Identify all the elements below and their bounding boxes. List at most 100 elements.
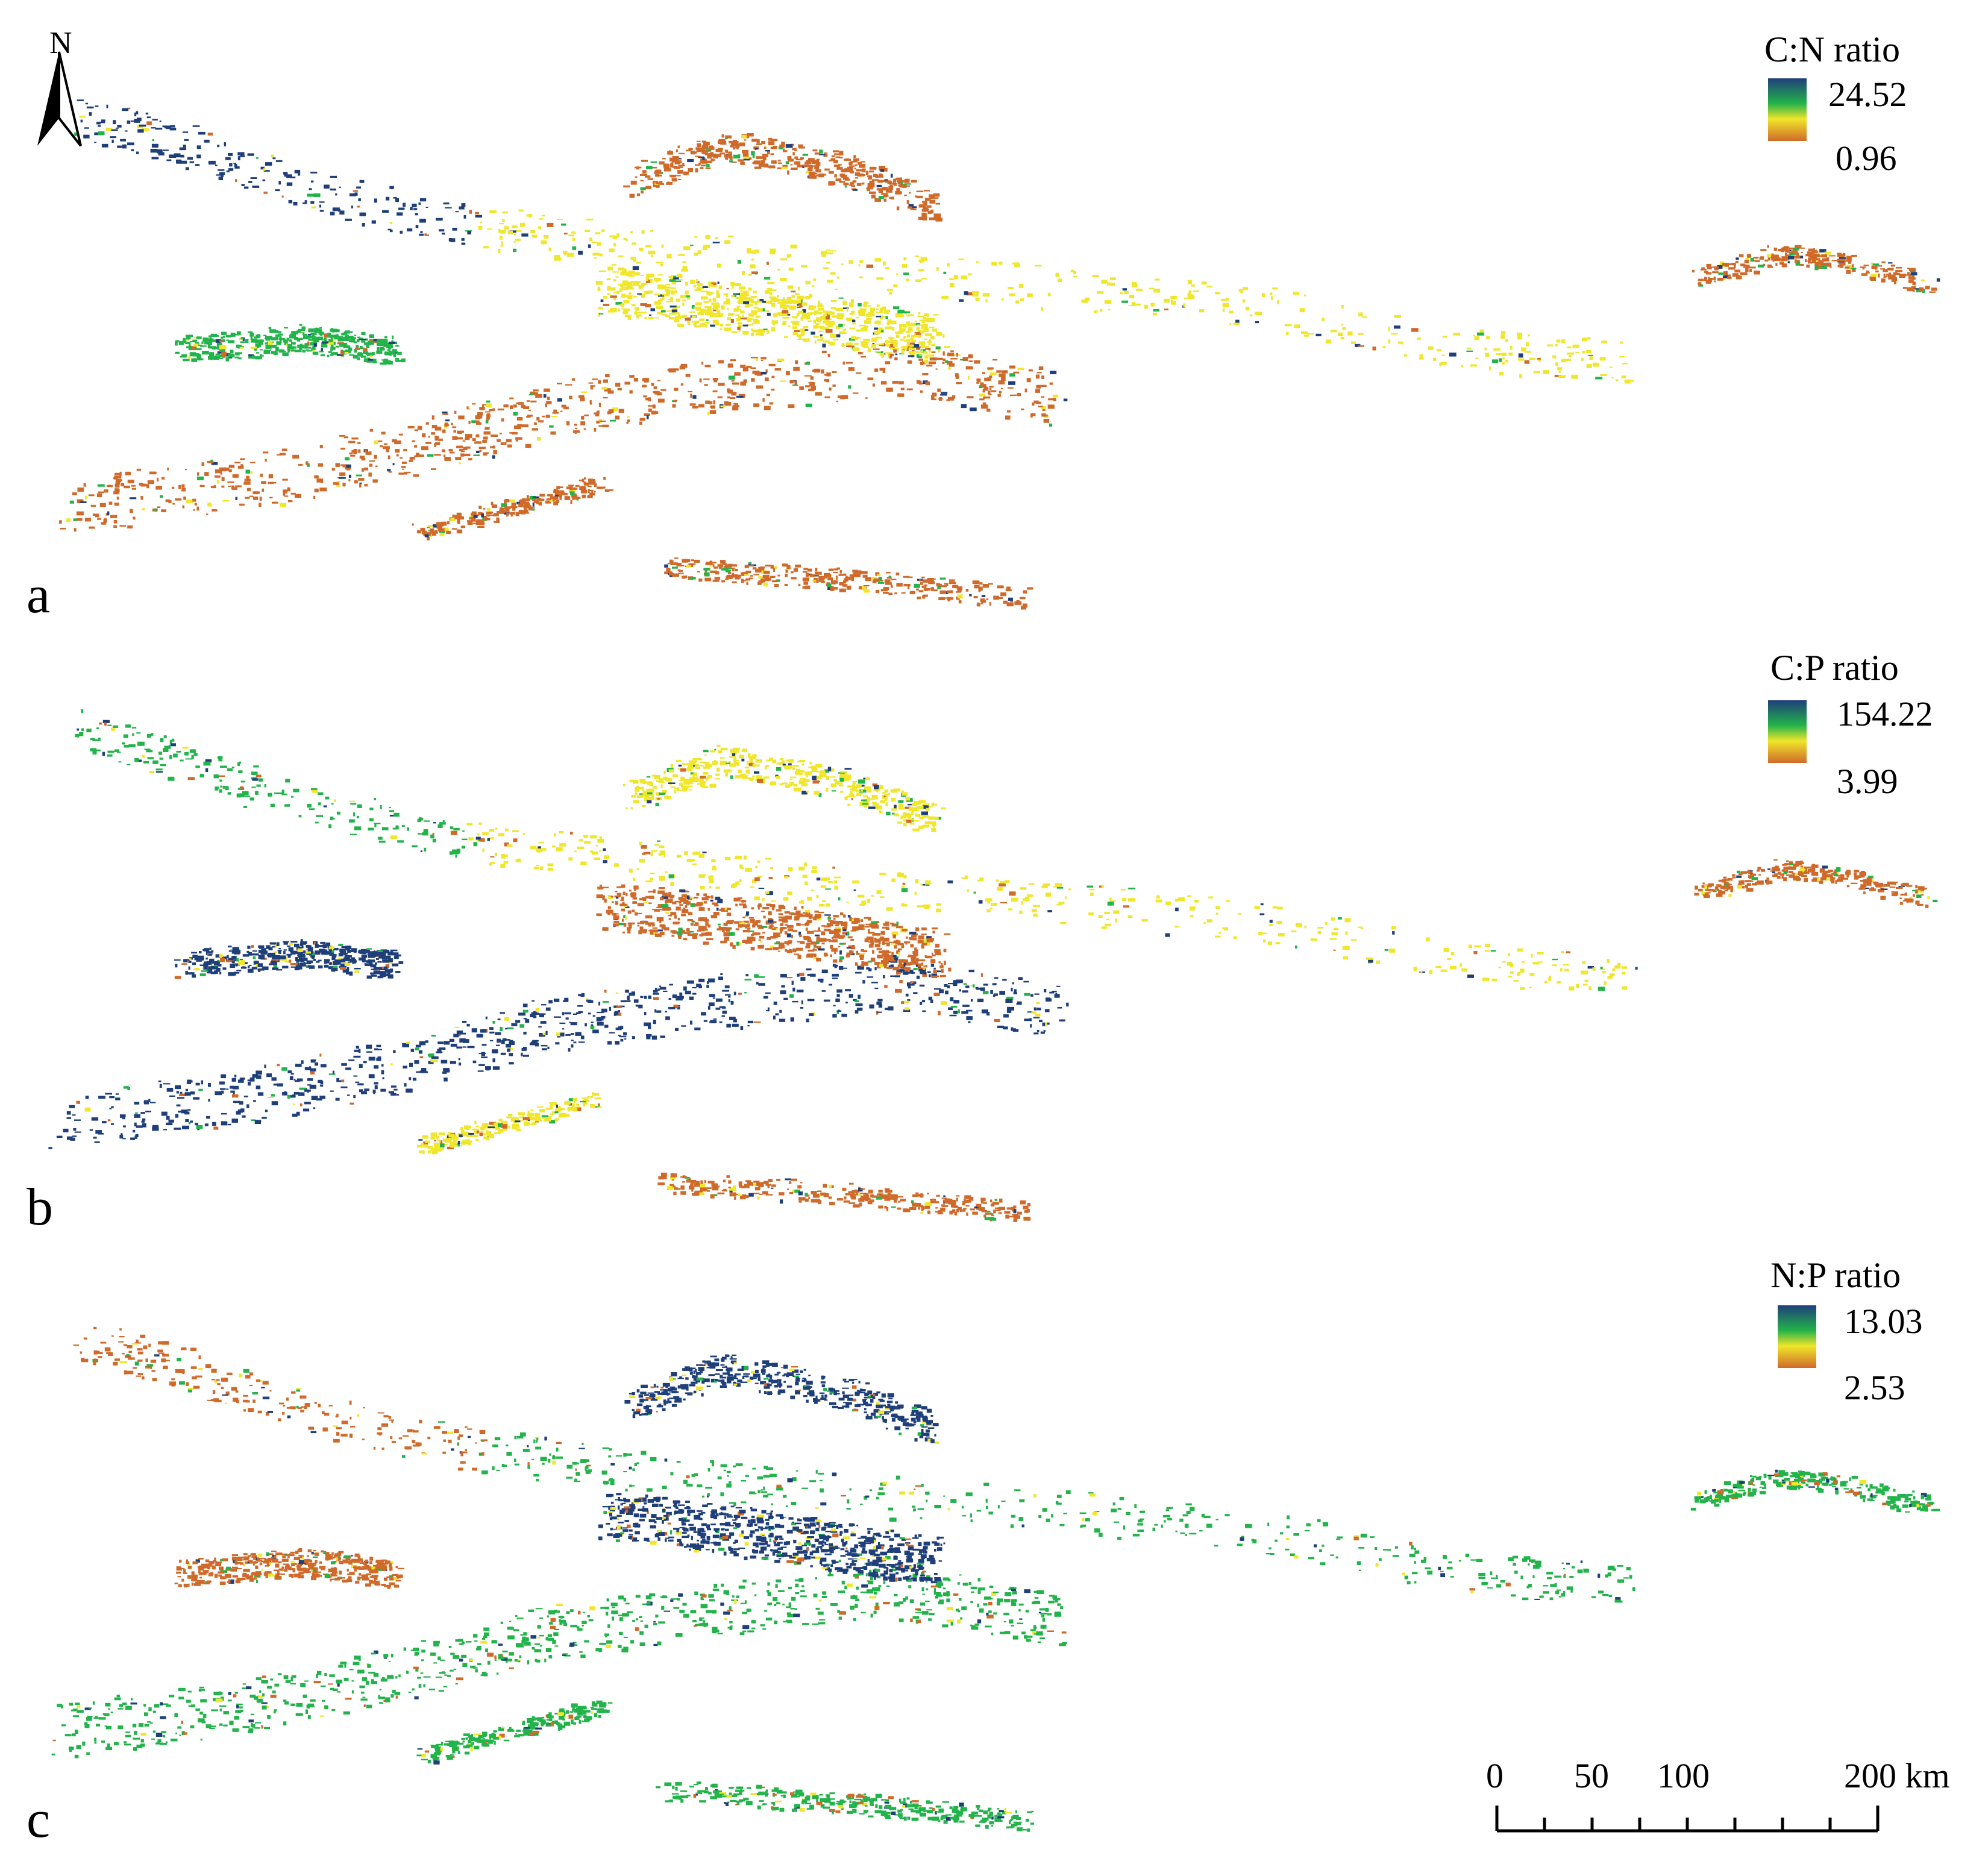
raster-pixel (677, 768, 683, 770)
raster-pixel (867, 321, 871, 322)
raster-pixel (936, 357, 943, 360)
raster-pixel (701, 152, 708, 154)
raster-pixel (1437, 349, 1441, 351)
raster-pixel (236, 331, 241, 336)
raster-pixel (666, 182, 673, 185)
raster-pixel (1361, 316, 1367, 318)
raster-pixel (893, 349, 897, 353)
raster-pixel (520, 499, 526, 503)
raster-pixel (754, 771, 760, 774)
raster-pixel (692, 776, 695, 780)
raster-pixel (741, 579, 744, 583)
raster-pixel (918, 383, 923, 385)
raster-pixel (837, 313, 844, 318)
raster-pixel (1713, 276, 1716, 280)
raster-pixel (929, 818, 933, 820)
raster-pixel (741, 134, 747, 139)
raster-pixel (480, 221, 482, 224)
raster-pixel (999, 881, 1005, 883)
raster-pixel (1507, 962, 1513, 966)
raster-pixel (479, 450, 481, 453)
raster-pixel (192, 498, 196, 502)
raster-pixel (1886, 274, 1891, 276)
raster-pixel (699, 778, 703, 781)
raster-pixel (814, 368, 821, 373)
raster-pixel (678, 178, 682, 180)
raster-pixel (1021, 408, 1024, 410)
raster-pixel (245, 339, 249, 344)
raster-pixel (650, 230, 653, 232)
raster-pixel (689, 859, 695, 861)
raster-pixel (302, 350, 306, 353)
raster-pixel (419, 817, 422, 821)
raster-pixel (1184, 297, 1189, 300)
raster-pixel (927, 205, 932, 208)
raster-pixel (516, 501, 522, 504)
raster-pixel (849, 165, 855, 167)
raster-pixel (700, 783, 706, 787)
raster-pixel (85, 495, 88, 500)
raster-pixel (332, 352, 338, 354)
raster-pixel (1829, 255, 1836, 257)
raster-pixel (427, 454, 434, 457)
raster-pixel (871, 309, 874, 313)
raster-pixel (956, 353, 958, 357)
raster-pixel (1837, 265, 1840, 268)
raster-pixel (1171, 301, 1176, 305)
raster-pixel (716, 309, 721, 313)
raster-pixel (980, 598, 985, 603)
raster-pixel (1561, 951, 1564, 953)
raster-pixel (1519, 374, 1522, 378)
raster-pixel (1483, 977, 1490, 981)
raster-pixel (1517, 948, 1523, 952)
raster-pixel (363, 358, 368, 362)
raster-pixel (740, 310, 745, 314)
raster-pixel (268, 792, 272, 797)
raster-pixel (283, 172, 288, 175)
raster-pixel (600, 299, 604, 303)
raster-pixel (683, 763, 690, 765)
raster-pixel (821, 773, 824, 776)
raster-pixel (853, 158, 859, 162)
raster-pixel (1295, 923, 1302, 927)
raster-pixel (1060, 922, 1067, 924)
raster-pixel (636, 166, 639, 170)
raster-pixel (1799, 263, 1804, 266)
raster-pixel (683, 779, 688, 782)
raster-pixel (1104, 300, 1112, 304)
raster-pixel (711, 303, 718, 306)
raster-pixel (798, 866, 805, 871)
raster-pixel (1791, 251, 1798, 254)
raster-pixel (931, 351, 936, 353)
raster-pixel (469, 517, 476, 519)
raster-pixel (637, 193, 641, 196)
raster-pixel (149, 771, 154, 774)
raster-pixel (782, 316, 790, 319)
raster-pixel (821, 369, 824, 374)
raster-pixel (851, 318, 856, 321)
raster-pixel (914, 331, 920, 334)
raster-pixel (499, 223, 504, 225)
raster-pixel (741, 572, 748, 576)
raster-pixel (1880, 268, 1885, 270)
raster-pixel (947, 263, 950, 267)
raster-pixel (160, 764, 166, 767)
raster-pixel (921, 257, 927, 262)
raster-pixel (756, 139, 760, 143)
raster-pixel (1215, 935, 1221, 938)
raster-pixel (330, 212, 335, 216)
raster-pixel (462, 830, 465, 832)
raster-pixel (1878, 274, 1880, 278)
raster-pixel (1049, 423, 1052, 427)
raster-pixel (553, 409, 557, 413)
raster-pixel (762, 154, 768, 157)
raster-pixel (72, 492, 77, 495)
raster-pixel (859, 260, 863, 263)
raster-pixel (1047, 404, 1055, 409)
raster-pixel (827, 577, 833, 580)
raster-pixel (1895, 267, 1902, 269)
raster-pixel (319, 210, 324, 212)
raster-pixel (1612, 968, 1615, 971)
raster-pixel (1021, 605, 1027, 610)
raster-pixel (328, 824, 331, 829)
